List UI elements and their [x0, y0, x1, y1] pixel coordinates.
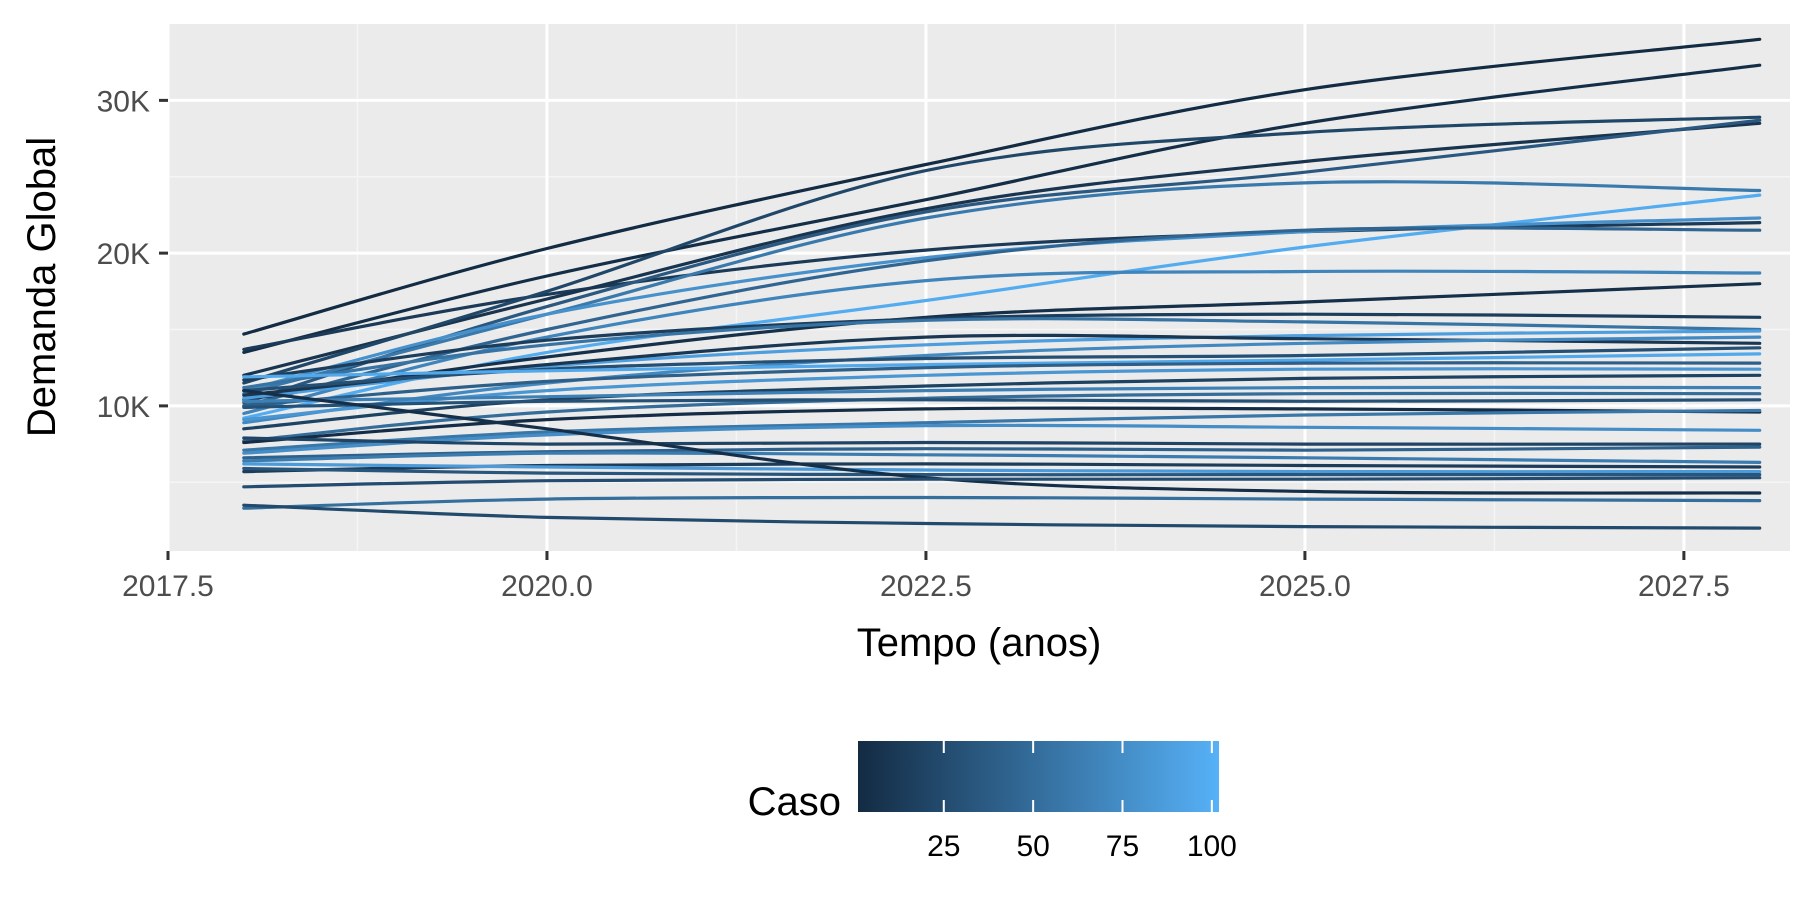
series-line-17	[242, 335, 1762, 425]
series-line-26	[242, 406, 1762, 445]
grid-minor	[168, 24, 1790, 551]
series-line-13	[242, 312, 1762, 382]
x-tick-label: 2022.5	[880, 570, 972, 603]
series-line-9	[242, 216, 1762, 393]
x-tick-label: 2017.5	[122, 570, 214, 603]
x-tick-label: 2027.5	[1638, 570, 1730, 603]
series-line-20	[242, 361, 1762, 408]
y-tick-label: 30K	[97, 85, 150, 118]
series-line-37	[242, 495, 1762, 510]
y-tick-label: 10K	[97, 391, 150, 424]
legend-tick-label: 75	[1106, 830, 1139, 863]
y-tick-label: 20K	[97, 238, 150, 271]
legend-title: Caso	[748, 780, 841, 824]
legend-ticks: 25 50 75 100	[927, 741, 1237, 863]
series-line-23	[242, 385, 1762, 403]
series-line-12	[242, 282, 1762, 402]
x-tick-label: 2025.0	[1259, 570, 1351, 603]
series-line-4	[242, 121, 1762, 377]
series-line-34	[242, 466, 1762, 477]
y-axis: 10K 20K 30K	[97, 85, 168, 424]
series-line-36	[242, 476, 1762, 489]
x-axis-title: Tempo (anos)	[857, 621, 1102, 665]
series-line-27	[242, 408, 1762, 452]
series-line-5	[242, 115, 1762, 385]
series-line-29	[242, 436, 1762, 446]
color-legend: Caso 25 50 75 100	[748, 741, 1237, 863]
series-line-22	[242, 373, 1762, 431]
series-lines	[242, 37, 1762, 530]
series-line-18	[242, 346, 1762, 393]
legend-tick-label: 100	[1187, 830, 1237, 863]
series-line-31	[242, 451, 1762, 464]
series-line-7	[242, 180, 1762, 396]
x-axis: 2017.5 2020.0 2022.5 2025.0 2027.5	[122, 551, 1730, 603]
legend-tick-label: 25	[927, 830, 960, 863]
legend-tick-label: 50	[1016, 830, 1049, 863]
y-axis-title: Demanda Global	[20, 137, 64, 437]
series-line-38	[242, 503, 1762, 530]
series-line-2	[242, 63, 1762, 354]
series-line-14	[242, 317, 1762, 390]
series-line-33	[242, 462, 1762, 474]
x-tick-label: 2020.0	[501, 570, 593, 603]
series-line-25	[242, 398, 1762, 409]
series-line-19	[242, 352, 1762, 379]
series-line-28	[242, 423, 1762, 455]
legend-colorbar	[858, 741, 1219, 812]
series-line-1	[242, 37, 1762, 336]
